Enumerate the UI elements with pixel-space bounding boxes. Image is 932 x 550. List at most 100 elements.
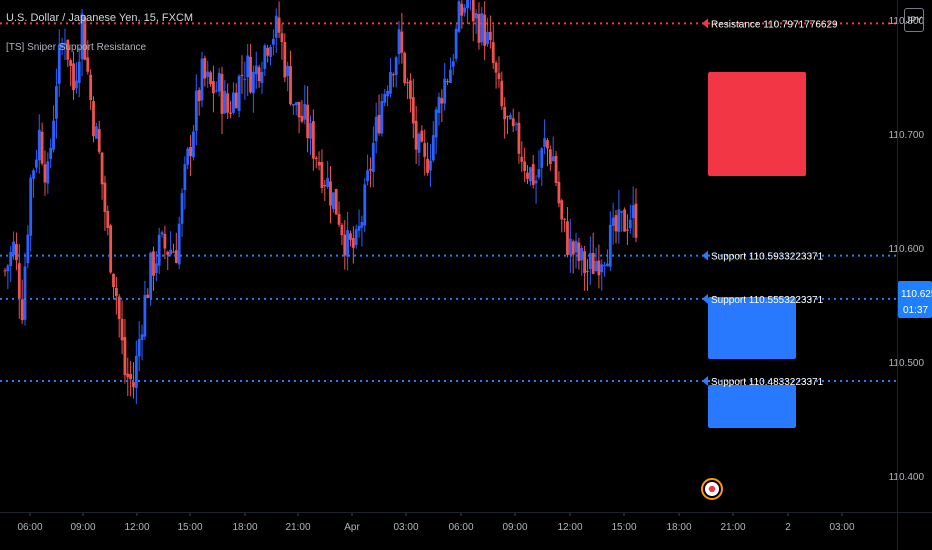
candle-body [620,211,624,213]
candle-body [80,13,84,60]
time-tick-label: 06:00 [17,522,42,533]
time-tick-label: 15:00 [177,522,202,533]
candle-body [254,65,258,75]
candle-body [129,373,133,380]
candle-body [520,156,524,162]
candle-body [311,121,315,159]
candle-body [89,74,93,101]
time-tick-label: Apr [344,522,360,533]
price-axis[interactable]: 110.400110.500110.600110.700110.800110.9… [889,0,925,483]
candle-body [103,182,107,212]
candle-body [411,97,415,124]
candle-body [154,263,158,274]
price-tick-label: 110.600 [889,244,925,255]
candle-body [232,92,235,113]
last-price-tag: 110.625 01:37 [898,281,932,318]
candle-body [149,252,153,298]
candle-body [423,143,427,157]
candle-body [426,158,429,173]
indicator-name[interactable]: [TS] Sniper Support Resistance [6,42,147,53]
candle-body [371,142,375,172]
candle-body [560,200,564,220]
candle-body [349,233,352,240]
candle-body [117,296,121,320]
candle-body [123,337,127,376]
candle-body [400,31,404,53]
candle-body [15,244,18,261]
last-price-value: 110.625 [901,289,932,300]
candle-body [580,248,584,261]
time-axis[interactable]: 06:00 09:00 12:00 15:00 18:00 21:00 Apr 03:00 06… [17,512,855,533]
candle-body [277,17,281,33]
candle-body [514,123,518,125]
candle-body [300,115,304,122]
candle-body [397,29,401,55]
candle-body [132,382,135,388]
candle-body [380,101,384,134]
candle-body [297,101,301,118]
candle-body [451,61,455,67]
candlestick-series [3,0,638,404]
candle-body [166,251,170,255]
candle-body [37,129,41,161]
candle-body [106,210,110,228]
candle-body [477,14,481,43]
candle-body [463,7,467,13]
candle-body [180,193,184,224]
candle-body [143,294,147,337]
support-label-box [708,297,796,359]
candle-body [20,299,24,321]
candle-body [52,120,55,150]
candle-body [383,93,387,103]
candle-body [209,72,212,85]
candle-body [414,120,418,150]
candle-body [172,251,175,253]
time-tick-label: 21:00 [720,522,745,533]
candle-body [83,16,87,60]
candle-body [434,109,438,138]
candle-body [252,71,255,94]
candle-body [600,264,604,273]
candle-body [334,189,338,215]
candle-body [551,156,555,162]
candle-body [500,80,504,107]
candle-body [466,0,469,9]
candle-body [77,61,81,83]
replay-marker-icon[interactable] [701,478,723,500]
currency-button[interactable]: JPY [904,8,924,32]
candle-body [406,82,409,84]
candle-body [591,252,595,274]
candle-body [543,138,547,147]
candle-body [454,28,458,59]
candle-body [283,42,287,78]
candle-body [229,112,232,114]
candle-body [137,339,141,357]
candle-body [391,74,395,76]
candle-body [217,72,221,92]
candle-body [6,265,10,272]
candle-body [240,74,244,76]
candle-body [274,15,278,38]
candle-body [443,78,447,104]
candle-body [43,164,47,183]
candle-body [194,90,198,131]
candle-body [317,161,321,166]
candle-body [152,251,155,276]
candle-body [266,47,270,56]
candle-body [374,116,378,142]
candle-body [523,161,527,171]
candle-body [200,58,204,101]
candle-body [354,229,358,246]
candle-body [617,209,621,232]
candle-body [420,130,424,142]
time-tick-label: 21:00 [285,522,310,533]
candle-body [431,135,435,161]
candle-body [508,115,512,120]
symbol-title[interactable]: U.S. Dollar / Japanese Yen, 15, FXCM [6,12,194,24]
candle-body [323,184,327,187]
candle-body [140,334,144,341]
candle-body [94,126,98,139]
candle-body [260,71,264,83]
candle-body [109,225,113,273]
